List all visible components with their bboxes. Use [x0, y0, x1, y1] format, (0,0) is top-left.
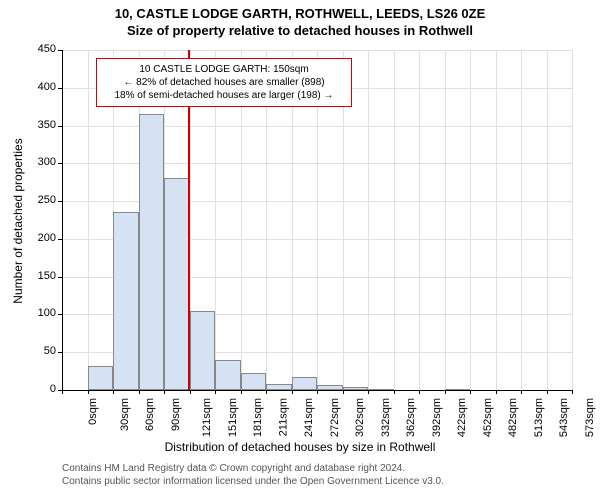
histogram-bar — [164, 178, 190, 390]
y-axis-line — [62, 50, 63, 390]
y-tick-label: 50 — [26, 345, 56, 357]
y-axis-label: Number of detached properties — [11, 131, 25, 311]
y-tick-label: 200 — [26, 232, 56, 244]
x-axis-label: Distribution of detached houses by size … — [0, 440, 600, 454]
grid-line — [521, 50, 522, 390]
y-tick-label: 300 — [26, 156, 56, 168]
x-tick-label: 30sqm — [119, 398, 131, 431]
histogram-bar — [113, 212, 139, 390]
x-tick-label: 241sqm — [303, 398, 315, 437]
x-tick-label: 543sqm — [558, 398, 570, 437]
annotation-line: 18% of semi-detached houses are larger (… — [103, 89, 345, 102]
histogram-bar — [241, 373, 267, 390]
chart-title-line1: 10, CASTLE LODGE GARTH, ROTHWELL, LEEDS,… — [0, 0, 600, 21]
y-tick-label: 0 — [26, 383, 56, 395]
x-tick-label: 211sqm — [277, 398, 289, 436]
x-tick-label: 181sqm — [252, 398, 264, 437]
annotation-line: 10 CASTLE LODGE GARTH: 150sqm — [103, 63, 345, 76]
x-tick-label: 121sqm — [201, 398, 213, 437]
y-tick-label: 250 — [26, 194, 56, 206]
grid-line — [445, 50, 446, 390]
x-tick-label: 573sqm — [584, 398, 596, 437]
histogram-bar — [88, 366, 114, 390]
grid-line — [368, 50, 369, 390]
grid-line — [547, 50, 548, 390]
x-tick-label: 302sqm — [354, 398, 366, 437]
grid-line — [470, 50, 471, 390]
x-tick-label: 90sqm — [170, 398, 182, 431]
x-tick-label: 272sqm — [329, 398, 341, 437]
annotation-line: ← 82% of detached houses are smaller (89… — [103, 76, 345, 89]
grid-line — [88, 50, 89, 390]
x-tick-label: 482sqm — [507, 398, 519, 437]
attribution-text: Contains HM Land Registry data © Crown c… — [62, 462, 444, 488]
y-tick-label: 150 — [26, 270, 56, 282]
grid-line — [394, 50, 395, 390]
x-tick-label: 392sqm — [431, 398, 443, 437]
x-tick — [572, 390, 573, 394]
x-tick-label: 0sqm — [87, 398, 99, 425]
x-tick-label: 332sqm — [380, 398, 392, 437]
chart-container: 10, CASTLE LODGE GARTH, ROTHWELL, LEEDS,… — [0, 0, 600, 500]
y-tick-label: 400 — [26, 81, 56, 93]
attribution-line1: Contains HM Land Registry data © Crown c… — [62, 462, 444, 475]
x-tick-label: 422sqm — [456, 398, 468, 437]
x-tick-label: 362sqm — [405, 398, 417, 437]
x-tick-label: 513sqm — [533, 398, 545, 437]
annotation-box: 10 CASTLE LODGE GARTH: 150sqm← 82% of de… — [96, 58, 352, 107]
histogram-bar — [292, 377, 318, 390]
y-tick-label: 100 — [26, 307, 56, 319]
grid-line — [572, 50, 573, 390]
x-tick-label: 60sqm — [144, 398, 156, 431]
attribution-line2: Contains public sector information licen… — [62, 475, 444, 488]
histogram-bar — [215, 360, 241, 390]
x-tick-label: 151sqm — [227, 398, 239, 437]
grid-line — [496, 50, 497, 390]
histogram-bar — [190, 311, 216, 390]
x-axis-line — [62, 390, 572, 391]
histogram-bar — [139, 114, 165, 390]
y-tick-label: 350 — [26, 119, 56, 131]
chart-title-line2: Size of property relative to detached ho… — [0, 21, 600, 38]
y-tick-label: 450 — [26, 43, 56, 55]
x-tick-label: 452sqm — [482, 398, 494, 437]
grid-line — [419, 50, 420, 390]
